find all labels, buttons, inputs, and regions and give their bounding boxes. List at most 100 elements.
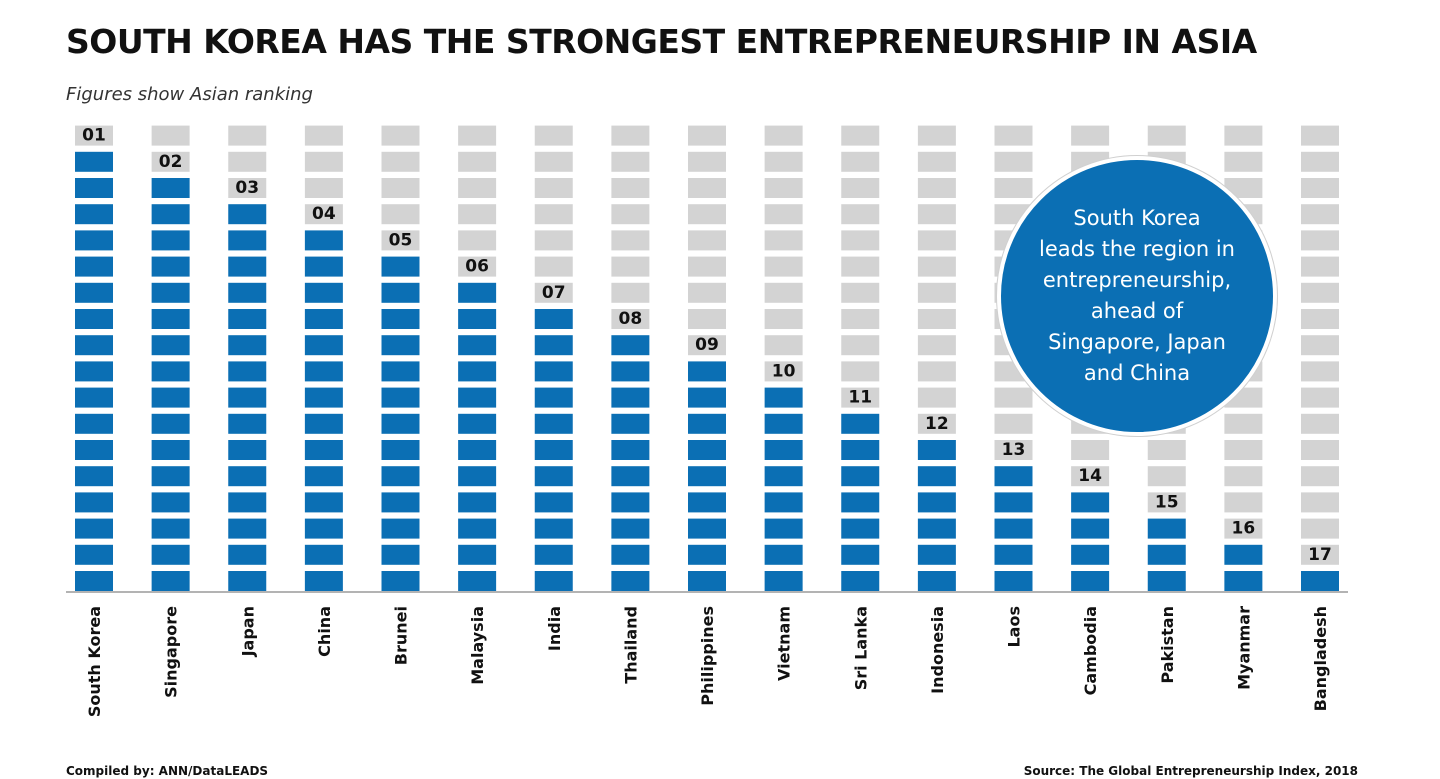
bar-segment-filled-vietnam — [764, 413, 803, 434]
bar-segment-empty-myanmar — [1224, 178, 1263, 198]
bar-segment-filled-brunei — [381, 387, 420, 408]
bar-segment-filled-china — [304, 387, 343, 408]
bar-segment-empty-indonesia — [917, 335, 956, 356]
bar-segment-filled-pakistan — [1147, 518, 1186, 539]
bar-segment-filled-china — [304, 230, 343, 251]
bar-segment-filled-singapore — [151, 204, 190, 225]
bar-segment-filled-malaysia — [458, 440, 497, 460]
bar-segment-filled-sri-lanka — [841, 492, 880, 513]
bar-segment-filled-south-korea — [75, 440, 113, 460]
bar-segment-filled-laos — [994, 571, 1033, 591]
bar-segment-filled-laos — [994, 544, 1033, 565]
bar-segment-filled-south-korea — [75, 178, 113, 198]
bar-segment-filled-china — [304, 361, 343, 382]
category-label-south-korea: South Korea — [85, 606, 104, 717]
callout-circle: South Korea leads the region in entrepre… — [997, 156, 1277, 436]
bar-segment-filled-brunei — [381, 309, 420, 329]
bar-segment-filled-south-korea — [75, 544, 113, 565]
bar-segment-empty-philippines — [688, 204, 726, 225]
bar-segment-filled-philippines — [688, 518, 726, 539]
bar-segment-filled-south-korea — [75, 492, 113, 513]
bar-segment-empty-pakistan — [1147, 466, 1186, 487]
bar-segment-filled-japan — [228, 518, 267, 539]
bar-segment-filled-brunei — [381, 518, 420, 539]
bar-segment-empty-india — [534, 282, 573, 303]
bar-segment-empty-laos — [994, 413, 1033, 434]
bar-segment-empty-thailand — [611, 204, 650, 225]
bar-segment-filled-south-korea — [75, 413, 113, 434]
category-label-philippines: Philippines — [698, 606, 717, 706]
bar-segment-filled-vietnam — [764, 387, 803, 408]
bar-segment-empty-brunei — [381, 230, 420, 251]
bar-segment-filled-philippines — [688, 571, 726, 591]
bar-segment-filled-singapore — [151, 571, 190, 591]
bar-segment-empty-malaysia — [458, 204, 497, 225]
bar-segment-empty-brunei — [381, 125, 420, 146]
bar-segment-empty-vietnam — [764, 282, 803, 303]
bar-segment-empty-bangladesh — [1301, 178, 1339, 198]
bar-segment-filled-japan — [228, 335, 267, 356]
bar-segment-filled-thailand — [611, 335, 650, 356]
bar-segment-empty-malaysia — [458, 178, 497, 198]
bar-segment-filled-china — [304, 466, 343, 487]
bar-segment-filled-sri-lanka — [841, 518, 880, 539]
bar-segment-filled-thailand — [611, 387, 650, 408]
bar-segment-filled-vietnam — [764, 492, 803, 513]
bar-segment-filled-singapore — [151, 518, 190, 539]
bar-segment-filled-indonesia — [917, 466, 956, 487]
bar-segment-filled-singapore — [151, 361, 190, 382]
bar-segment-filled-brunei — [381, 492, 420, 513]
value-label-laos: 13 — [1002, 440, 1026, 460]
bar-segment-filled-malaysia — [458, 335, 497, 356]
bar-segment-filled-japan — [228, 571, 267, 591]
value-label-indonesia: 12 — [925, 414, 949, 434]
chart-title: SOUTH KOREA HAS THE STRONGEST ENTREPRENE… — [66, 22, 1257, 61]
bar-segment-filled-china — [304, 492, 343, 513]
bar-segment-filled-china — [304, 413, 343, 434]
bar-segment-empty-singapore — [151, 151, 190, 172]
bar-segment-filled-south-korea — [75, 309, 113, 329]
bar-segment-empty-indonesia — [917, 361, 956, 382]
category-label-sri-lanka: Sri Lanka — [851, 606, 870, 690]
category-label-cambodia: Cambodia — [1081, 606, 1100, 695]
bar-segment-filled-malaysia — [458, 387, 497, 408]
bar-segment-empty-indonesia — [917, 125, 956, 146]
bar-segment-empty-china — [304, 204, 343, 225]
bar-segment-filled-indonesia — [917, 492, 956, 513]
bar-segment-empty-bangladesh — [1301, 387, 1339, 408]
bar-segment-empty-cambodia — [1071, 466, 1110, 487]
bar-segment-empty-sri-lanka — [841, 309, 880, 329]
bar-segment-filled-singapore — [151, 282, 190, 303]
bar-segment-filled-south-korea — [75, 256, 113, 277]
bar-segment-filled-south-korea — [75, 518, 113, 539]
bar-segment-filled-philippines — [688, 361, 726, 382]
bar-segment-filled-sri-lanka — [841, 544, 880, 565]
bar-segment-filled-thailand — [611, 361, 650, 382]
bar-segment-empty-south-korea — [75, 125, 113, 146]
bar-segment-empty-laos — [994, 387, 1033, 408]
bar-segment-filled-thailand — [611, 492, 650, 513]
category-label-pakistan: Pakistan — [1158, 606, 1177, 684]
bar-segment-filled-sri-lanka — [841, 466, 880, 487]
source-note: Source: The Global Entrepreneurship Inde… — [1023, 764, 1358, 778]
bar-segment-filled-brunei — [381, 361, 420, 382]
value-label-bangladesh: 17 — [1308, 545, 1332, 565]
bar-segment-filled-singapore — [151, 544, 190, 565]
bar-segment-empty-bangladesh — [1301, 151, 1339, 172]
bar-segment-filled-indonesia — [917, 544, 956, 565]
bar-segment-empty-bangladesh — [1301, 544, 1339, 565]
bar-segment-filled-singapore — [151, 413, 190, 434]
bar-segment-empty-sri-lanka — [841, 282, 880, 303]
bar-segment-filled-singapore — [151, 256, 190, 277]
bar-segment-filled-pakistan — [1147, 571, 1186, 591]
bar-segment-empty-philippines — [688, 309, 726, 329]
bar-segment-filled-vietnam — [764, 466, 803, 487]
bar-segment-filled-thailand — [611, 544, 650, 565]
bar-segment-filled-china — [304, 309, 343, 329]
value-label-sri-lanka: 11 — [848, 388, 872, 408]
bar-segment-empty-thailand — [611, 256, 650, 277]
bar-segment-filled-india — [534, 309, 573, 329]
bar-segment-empty-laos — [994, 151, 1033, 172]
bar-segment-empty-myanmar — [1224, 492, 1263, 513]
bar-segment-empty-malaysia — [458, 256, 497, 277]
